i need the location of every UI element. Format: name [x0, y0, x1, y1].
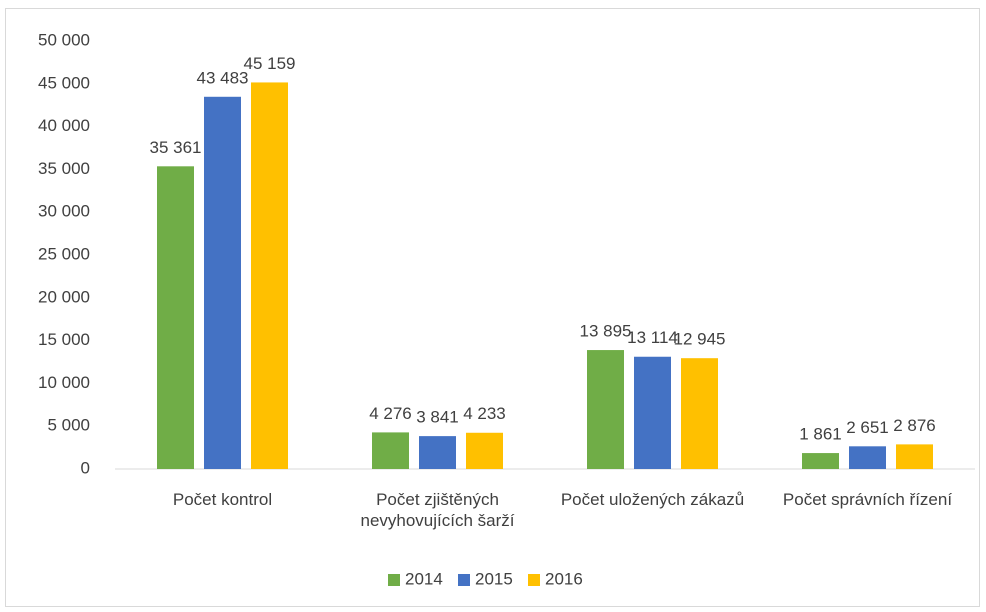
bar	[896, 444, 933, 469]
bar	[802, 453, 839, 469]
data-label: 4 233	[463, 404, 506, 423]
legend-swatch	[388, 574, 400, 586]
x-tick-label: Počet uložených zákazů	[560, 490, 745, 509]
y-tick-label: 5 000	[47, 416, 90, 435]
bar	[681, 358, 718, 469]
y-tick-label: 15 000	[38, 330, 90, 349]
y-tick-label: 50 000	[38, 30, 90, 49]
legend-label: 2015	[475, 569, 513, 588]
bar	[634, 356, 671, 469]
data-label: 12 945	[674, 330, 726, 349]
y-tick-label: 45 000	[38, 73, 90, 92]
data-label: 2 651	[846, 418, 889, 437]
legend-label: 2014	[405, 569, 443, 588]
y-tick-label: 25 000	[38, 244, 90, 263]
data-label: 4 276	[369, 404, 412, 423]
bar	[204, 96, 241, 469]
data-label: 3 841	[416, 408, 459, 427]
x-tick-label: Počet správních řízení	[782, 490, 953, 509]
data-label: 35 361	[150, 138, 202, 157]
x-tick-label: Počet zjištěných nevyhovujících šarží	[360, 490, 515, 530]
data-label: 45 159	[244, 54, 296, 73]
bar	[587, 350, 624, 469]
y-tick-label: 30 000	[38, 202, 90, 221]
bar	[157, 166, 194, 469]
data-label: 13 114	[627, 328, 678, 347]
legend-swatch	[458, 574, 470, 586]
bar	[419, 436, 456, 469]
bar	[466, 432, 503, 469]
bar	[849, 446, 886, 469]
bar	[251, 82, 288, 469]
legend-label: 2016	[545, 569, 583, 588]
bar	[372, 432, 409, 469]
legend-swatch	[528, 574, 540, 586]
data-label: 1 861	[799, 425, 842, 444]
y-tick-label: 40 000	[38, 116, 90, 135]
y-tick-label: 0	[81, 458, 90, 477]
y-tick-label: 20 000	[38, 287, 90, 306]
chart-border	[5, 8, 980, 607]
data-label: 13 895	[580, 322, 632, 341]
y-tick-label: 10 000	[38, 373, 90, 392]
data-label: 43 483	[197, 68, 249, 87]
x-tick-label: Počet kontrol	[172, 490, 273, 509]
data-label: 2 876	[893, 416, 936, 435]
y-tick-label: 35 000	[38, 159, 90, 178]
